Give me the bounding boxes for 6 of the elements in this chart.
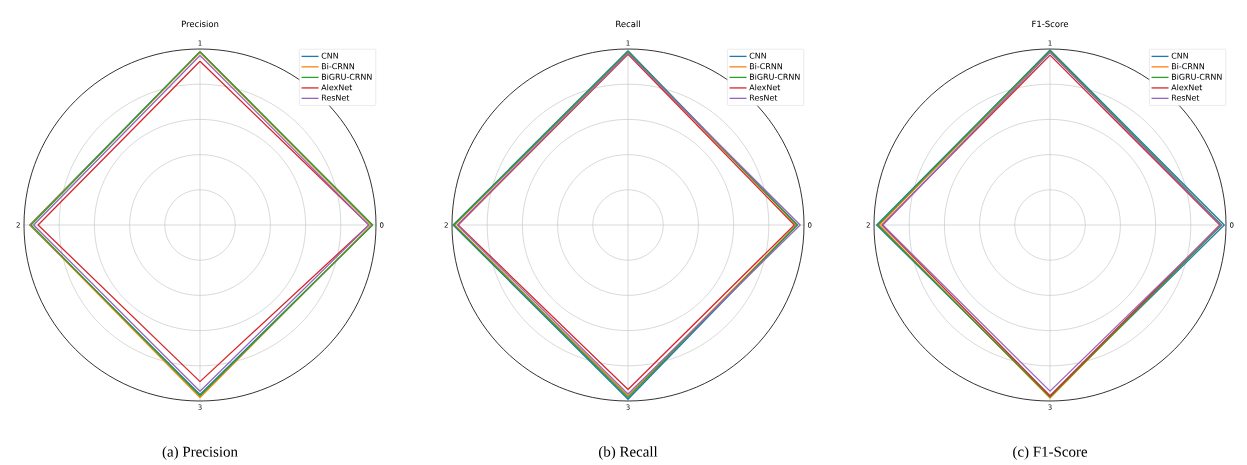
text: (a) Precision (162, 446, 238, 460)
text: (b) Recall (599, 446, 658, 460)
text: (c) F1-Score (1013, 446, 1088, 460)
chart-title: F1-Score (1032, 20, 1069, 28)
chart-title: Precision (181, 20, 219, 28)
chart-title: Recall (616, 20, 640, 28)
